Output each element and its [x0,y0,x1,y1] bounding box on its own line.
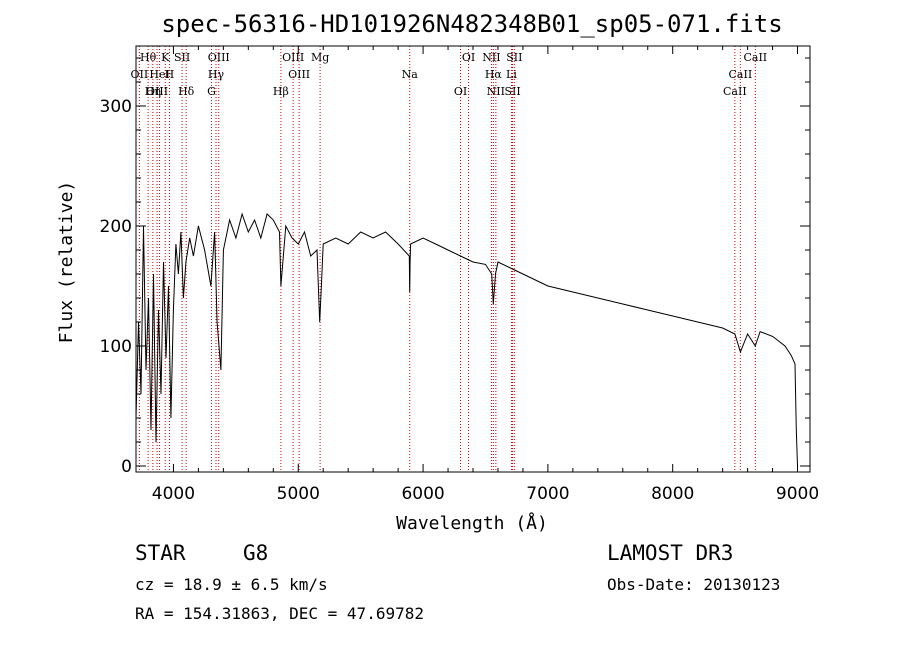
line-label: SII [504,85,520,98]
x-axis-label: Wavelength (Å) [396,512,548,534]
line-label: OI [454,85,467,98]
redshift-cz: cz = 18.9 ± 6.5 km/s [135,575,328,594]
y-tick-label: 300 [100,97,132,117]
line-label: NII [487,85,505,98]
line-label: HeI [149,68,169,81]
y-tick-label: 200 [100,217,132,237]
x-tick-label: 6000 [401,484,444,504]
line-label: Li [506,68,517,81]
line-label: OIII [146,85,168,98]
plot-frame [135,45,811,473]
line-label: Hη [145,85,161,98]
line-label: OIII [208,51,230,64]
line-label: OII [131,68,149,81]
x-tick-label: 5000 [277,484,320,504]
line-label: CaII [743,51,767,64]
line-label: SII [174,51,190,64]
line-label: H [165,68,175,81]
line-label: Hα [485,68,503,81]
object-class: STAR [135,541,186,565]
line-label: K [161,51,170,64]
y-tick-label: 0 [121,457,132,477]
line-label: CaII [723,85,747,98]
object-subclass: G8 [243,541,269,565]
x-tick-label: 8000 [651,484,694,504]
chart-title: spec-56316-HD101926N482348B01_sp05-071.f… [161,10,782,38]
spectrum-series-flux [135,212,798,467]
line-label: SII [506,51,522,64]
line-label: G [207,85,216,98]
x-tick-label: 4000 [152,484,195,504]
line-label: OIII [282,51,304,64]
coordinates: RA = 154.31863, DEC = 47.69782 [135,604,424,623]
y-tick-label: 100 [100,337,132,357]
line-label: Hθ [140,51,157,64]
x-tick-label: 7000 [526,484,569,504]
line-label: NII [482,51,500,64]
line-label: OIII [288,68,310,81]
line-label: CaII [729,68,753,81]
line-label: Na [402,68,419,81]
y-axis-label: Flux (relative) [56,181,77,344]
emission-line-markers [138,46,756,472]
obs-date: Obs-Date: 20130123 [607,575,781,594]
x-tick-label: 9000 [776,484,819,504]
emission-line-labels: Hθ OII OIII K HeI Hη SII HHδ OIII Hγ G OIII OIII Hβ Mg… [131,51,768,98]
line-label: OI [462,51,475,64]
survey-name: LAMOST DR3 [607,541,734,565]
line-label: Hγ [208,68,225,81]
line-label: Mg [311,51,329,64]
line-label: Hδ [178,85,195,98]
axes: 4000 5000 6000 7000 8000 9000 0 100 200 300 [100,46,819,504]
line-label: Hβ [273,85,289,98]
